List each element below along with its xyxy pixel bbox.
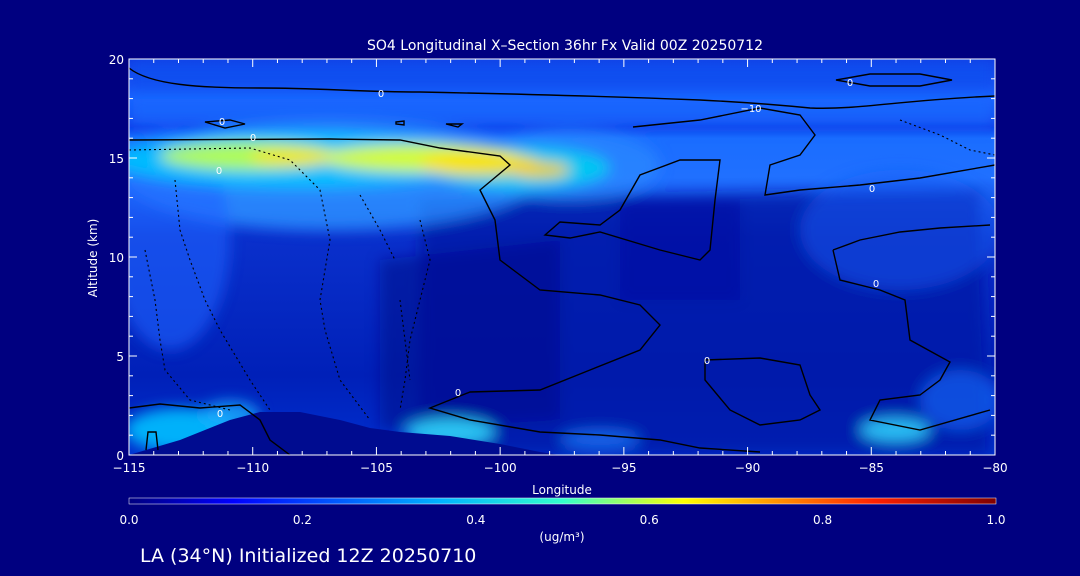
x-tick-label: −100 — [484, 461, 517, 475]
footer-caption: LA (34°N) Initialized 12Z 20250710 — [140, 545, 476, 567]
contour-label: 0 — [216, 166, 222, 177]
y-tick-label: 0 — [116, 449, 124, 463]
x-tick-label: −110 — [236, 461, 269, 475]
y-axis-label: Altitude (km) — [86, 219, 100, 298]
contour-label: 0 — [219, 117, 225, 128]
chart-title: SO4 Longitudinal X–Section 36hr Fx Valid… — [367, 38, 763, 54]
colorbar-ticks: 0.0 0.2 0.4 0.6 0.8 1.0 — [119, 513, 1005, 527]
x-tick-label: −105 — [360, 461, 393, 475]
colorbar-tick-label: 0.8 — [813, 513, 832, 527]
contour-lines — [129, 67, 995, 455]
colorbar-frame — [128, 497, 997, 505]
colorbar — [129, 498, 996, 504]
y-tick-label: 20 — [109, 53, 124, 67]
colorbar-label: (ug/m³) — [539, 530, 584, 544]
x-tick-label: −115 — [113, 461, 146, 475]
y-tick-label: 10 — [109, 251, 124, 265]
contour-label: 0 — [704, 356, 710, 367]
contour-label: −10 — [740, 104, 761, 115]
colorbar-tick-label: 0.6 — [640, 513, 659, 527]
y-tick-label: 15 — [109, 152, 124, 166]
terrain — [129, 412, 560, 455]
x-axis: −115 −110 −105 −100 −95 −90 −85 −80 — [113, 59, 1008, 475]
colorbar-tick-label: 1.0 — [986, 513, 1005, 527]
x-tick-label: −80 — [982, 461, 1007, 475]
y-axis: 0 5 10 15 20 — [109, 53, 995, 463]
contour-label: 0 — [378, 89, 384, 100]
contour-label: 0 — [847, 78, 853, 89]
contour-label: 0 — [250, 133, 256, 144]
heatmap-field: 0 0 0 0 −10 0 0 0 0 0 0 — [129, 59, 995, 455]
y-tick-label: 5 — [116, 350, 124, 364]
colorbar-tick-label: 0.4 — [466, 513, 485, 527]
x-tick-label: −90 — [735, 461, 760, 475]
contour-label: 0 — [455, 388, 461, 399]
dotted-contours — [129, 119, 995, 421]
x-axis-label: Longitude — [532, 483, 592, 497]
colorbar-tick-label: 0.2 — [293, 513, 312, 527]
x-tick-label: −85 — [859, 461, 884, 475]
contour-label: 0 — [217, 409, 223, 420]
colorbar-tick-label: 0.0 — [119, 513, 138, 527]
contour-label: 0 — [873, 279, 879, 290]
x-tick-label: −95 — [611, 461, 636, 475]
contour-label: 0 — [869, 184, 875, 195]
